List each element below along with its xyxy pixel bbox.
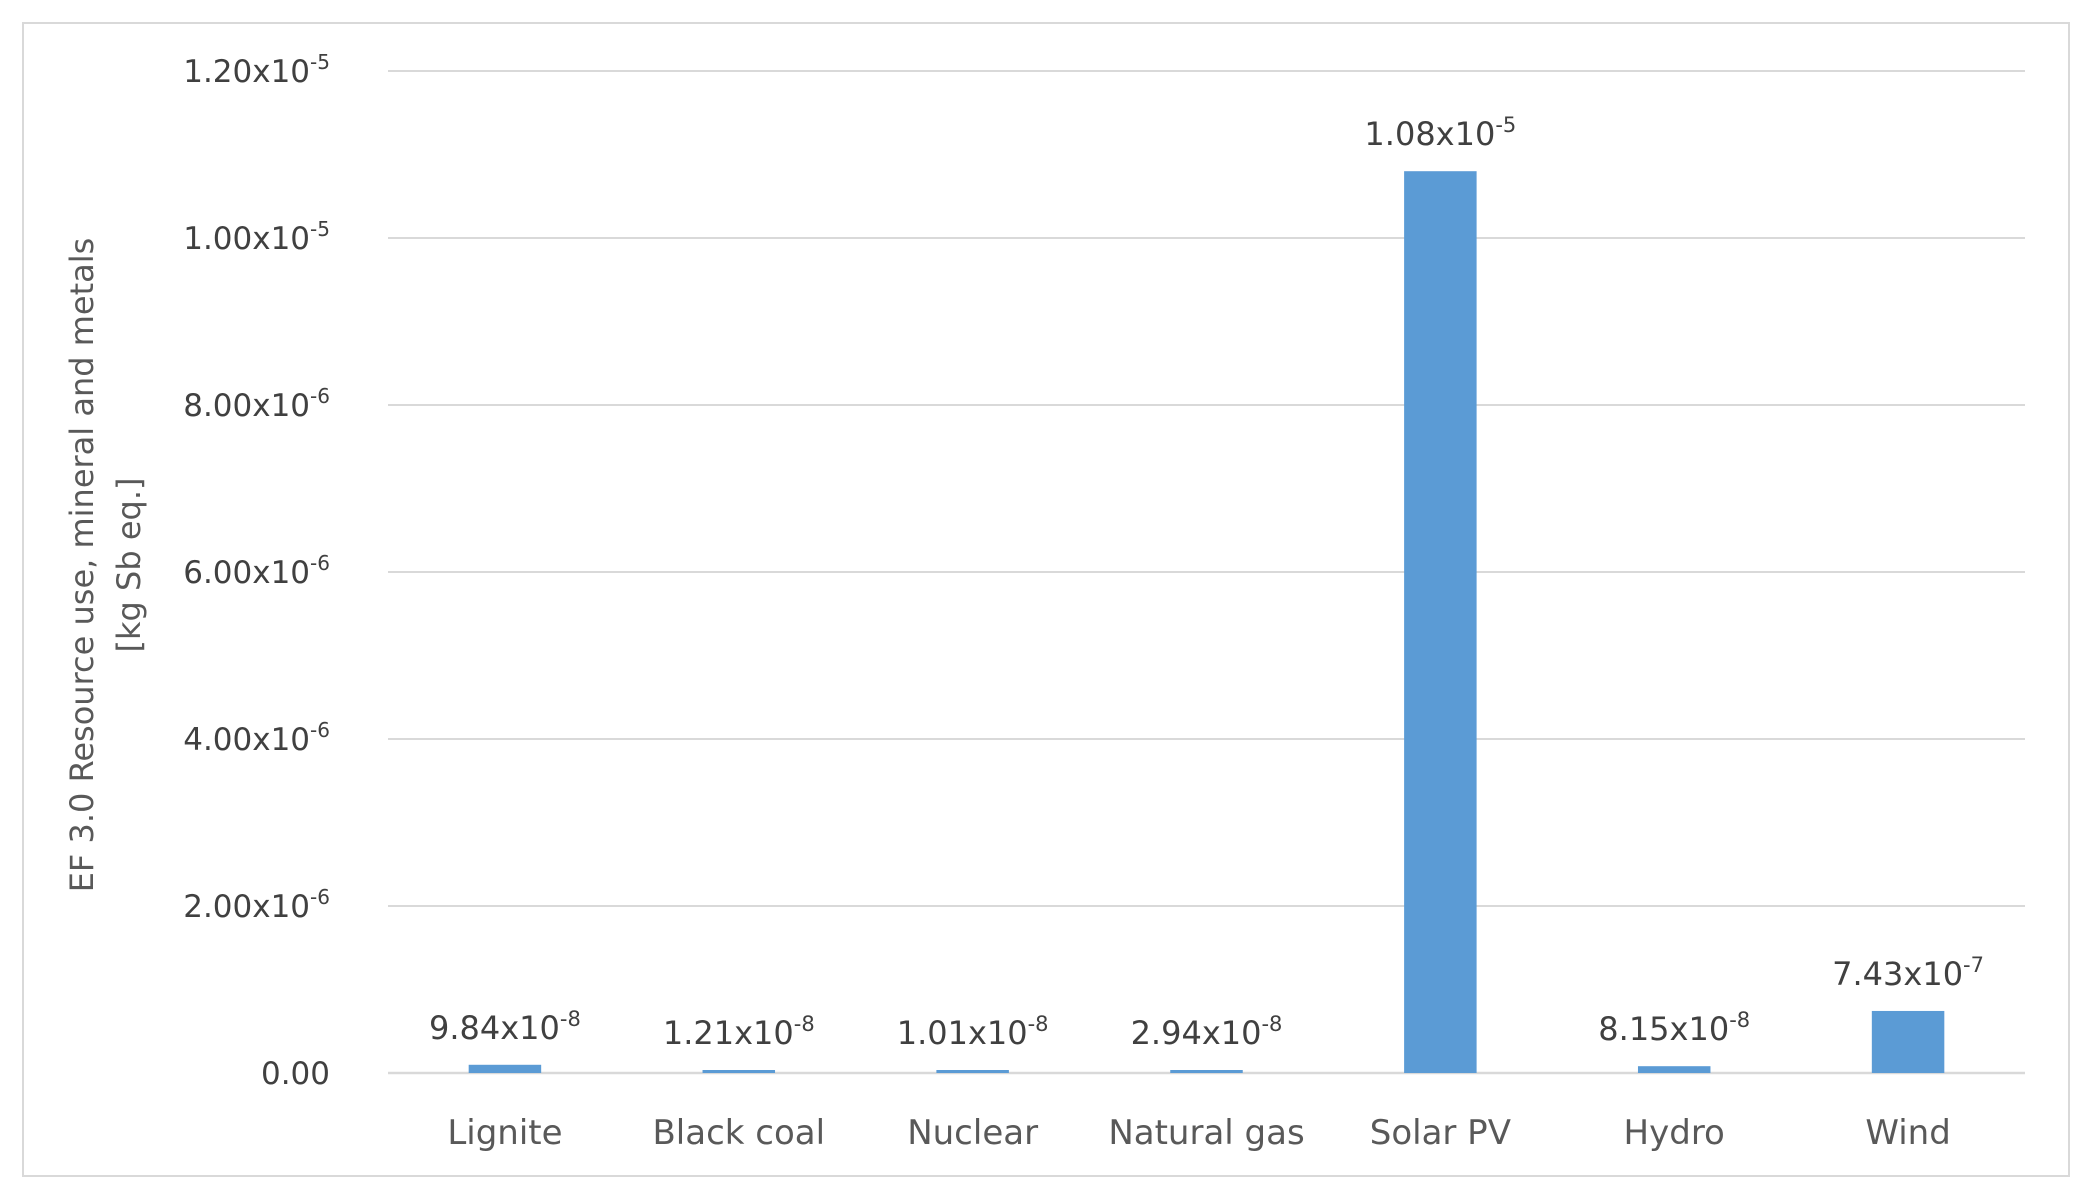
x-tick-label: Natural gas [1108, 1113, 1304, 1153]
bars [468, 171, 1945, 1073]
bar [936, 1070, 1009, 1073]
data-label: 8.15x10-8 [1598, 1008, 1750, 1048]
chart-frame [22, 22, 2070, 1177]
y-tick-label: 1.00x10-5 [183, 217, 330, 257]
y-axis-title-line-2: [kg Sb eq.] [110, 478, 148, 653]
data-label: 1.08x10-5 [1364, 113, 1516, 153]
y-axis-tick-labels: 0.00 2.00x10-6 4.00x10-6 6.00x10-6 8.00x10-6… [183, 50, 330, 1092]
y-tick-label: 4.00x10-6 [183, 718, 330, 758]
data-label: 2.94x10-8 [1131, 1012, 1283, 1052]
data-label: 9.84x10-8 [429, 1007, 581, 1047]
y-tick-label: 8.00x10-6 [183, 384, 330, 424]
bar [1404, 171, 1477, 1073]
y-axis-title: EF 3.0 Resource use, mineral and metals … [63, 238, 148, 893]
y-tick-label: 6.00x10-6 [183, 551, 330, 591]
x-axis-category-labels: Lignite Black coal Nuclear Natural gas Solar… [447, 1113, 1950, 1153]
x-tick-label: Solar PV [1370, 1113, 1511, 1153]
data-label: 7.43x10-7 [1832, 953, 1984, 993]
x-tick-label: Hydro [1624, 1113, 1725, 1153]
bar [1170, 1070, 1243, 1073]
data-labels: 9.84x10-8 1.21x10-8 1.01x10-8 2.94x10-8 1.08… [429, 113, 1984, 1052]
x-tick-label: Lignite [447, 1113, 562, 1153]
bar [1637, 1066, 1711, 1073]
bar [468, 1064, 542, 1073]
x-tick-label: Wind [1865, 1113, 1950, 1153]
gridlines [388, 70, 2025, 1075]
y-tick-label: 2.00x10-6 [183, 885, 330, 925]
data-label: 1.01x10-8 [897, 1012, 1049, 1052]
y-axis-title-line-1: EF 3.0 Resource use, mineral and metals [63, 238, 101, 893]
bar [1871, 1010, 1945, 1073]
x-tick-label: Nuclear [907, 1113, 1038, 1153]
bar [702, 1070, 776, 1073]
y-tick-label: 0.00 [261, 1056, 330, 1092]
data-label: 1.21x10-8 [663, 1012, 815, 1052]
y-tick-label: 1.20x10-5 [183, 50, 330, 90]
x-tick-label: Black coal [652, 1113, 825, 1153]
